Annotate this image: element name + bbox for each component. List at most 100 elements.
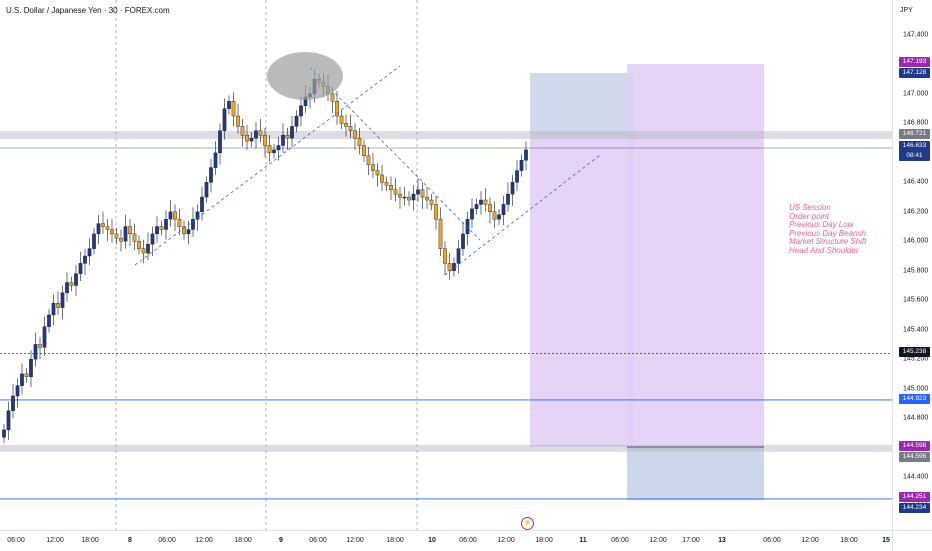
candle-body [375,170,380,176]
candle-body [227,101,231,109]
candle-body [290,126,294,139]
grid-layer [115,0,418,530]
candle-body [38,344,42,348]
annotation-line: Previous Day Low [789,220,854,230]
candle-body [402,196,407,199]
candle-body [380,174,384,183]
candle-body [339,115,344,124]
candle-body [209,167,213,183]
price-chart[interactable] [0,0,892,530]
price-tick: 145.000 [903,385,929,393]
candle-body [249,137,254,142]
price-tag: 144.923 [899,394,930,404]
candle-body [114,233,119,239]
time-tick: 12:00 [801,537,819,544]
candle-body [65,282,69,294]
candle-body [461,233,465,249]
candle-body [470,208,474,220]
candle-body [231,101,236,117]
zone-layer [530,64,764,500]
candle-body [101,223,105,227]
price-tick: 145.400 [903,326,929,334]
candle-body [407,196,411,201]
price-tag: 145.238 [899,347,930,357]
price-tag: 144.596 [899,452,930,462]
candle-body [141,248,146,254]
symbol-title[interactable]: U.S. Dollar / Japanese Yen · 30 · FOREX.… [6,6,170,15]
price-tag-label: 146.633 [902,142,927,149]
candle-body [393,189,398,195]
candle-body [168,211,173,220]
candle-body [258,130,263,136]
lightning-icon[interactable]: ⚡ [521,517,534,530]
candle-body [74,273,78,286]
time-tick: 8 [128,537,132,544]
time-tick: 13 [718,537,726,544]
candle-body [483,199,488,205]
time-tick: 12:00 [46,537,64,544]
candle-body [20,373,24,386]
price-tag: 144.598 [899,441,930,451]
candle-body [515,170,519,183]
candle-body [164,218,168,230]
candle-body [119,238,123,242]
price-tag: 144.251 [899,492,930,502]
price-tag: 146.633 08:41 [899,141,930,161]
candle-body [213,152,218,168]
candle-body [69,282,74,286]
candle-body [11,395,15,411]
candle-body [348,126,353,131]
price-tick: 144.800 [903,414,929,422]
candle-body [6,410,11,431]
candle-body [15,385,20,397]
candle-body [411,193,416,201]
candle-body [186,229,191,235]
candle-body [524,149,528,161]
annotation-line: Market Structure Shift [789,237,867,247]
price-tag: 147.128 [899,68,930,78]
candle-body [510,182,515,195]
projection-zone [627,64,764,447]
rising-trend-line [444,154,601,276]
candle-body [29,358,33,378]
candle-body [218,130,222,154]
candle-body [492,211,497,220]
candle-body [254,130,258,139]
time-tick: 17:00 [682,537,700,544]
candle-body [465,218,470,235]
annotation-line: Order point [789,211,830,221]
candle-body [294,115,299,127]
price-tag: 147.193 [899,57,930,67]
candle-body [299,105,303,117]
candle-body [132,233,137,242]
time-tick: 12:00 [649,537,667,544]
price-axis[interactable]: 147.400147.200147.000146.800146.600146.4… [892,0,932,530]
candle-body [384,182,389,186]
candle-body [182,226,186,235]
candle-body [173,211,177,220]
price-tick: 144.400 [903,473,929,481]
candle-body [83,255,87,264]
candle-body [137,241,141,249]
price-tick: 145.600 [903,296,929,304]
time-tick: 06:00 [763,537,781,544]
candle-body [267,145,272,154]
candle-body [177,218,182,227]
price-tick: 146.200 [903,208,929,216]
chart-area[interactable]: U.S. Dollar / Japanese Yen · 30 · FOREX.… [0,0,892,530]
time-tick: 18:00 [386,537,404,544]
candle-body [245,134,249,142]
time-axis[interactable]: 06:00 12:00 18:00 8 06:00 12:00 18:00 9 06:00 12:… [0,530,892,551]
countdown-label: 08:41 [906,152,923,159]
candle-body [128,226,132,235]
time-tick: 18:00 [535,537,553,544]
time-tick: 18:00 [234,537,252,544]
candle-body [60,292,65,308]
currency-label[interactable]: JPY [900,7,913,14]
candle-body [506,193,510,205]
candle-body [78,263,83,274]
time-tick: 06:00 [7,537,25,544]
candle-body [420,189,425,198]
candle-body [159,226,164,230]
candle-body [389,185,393,190]
